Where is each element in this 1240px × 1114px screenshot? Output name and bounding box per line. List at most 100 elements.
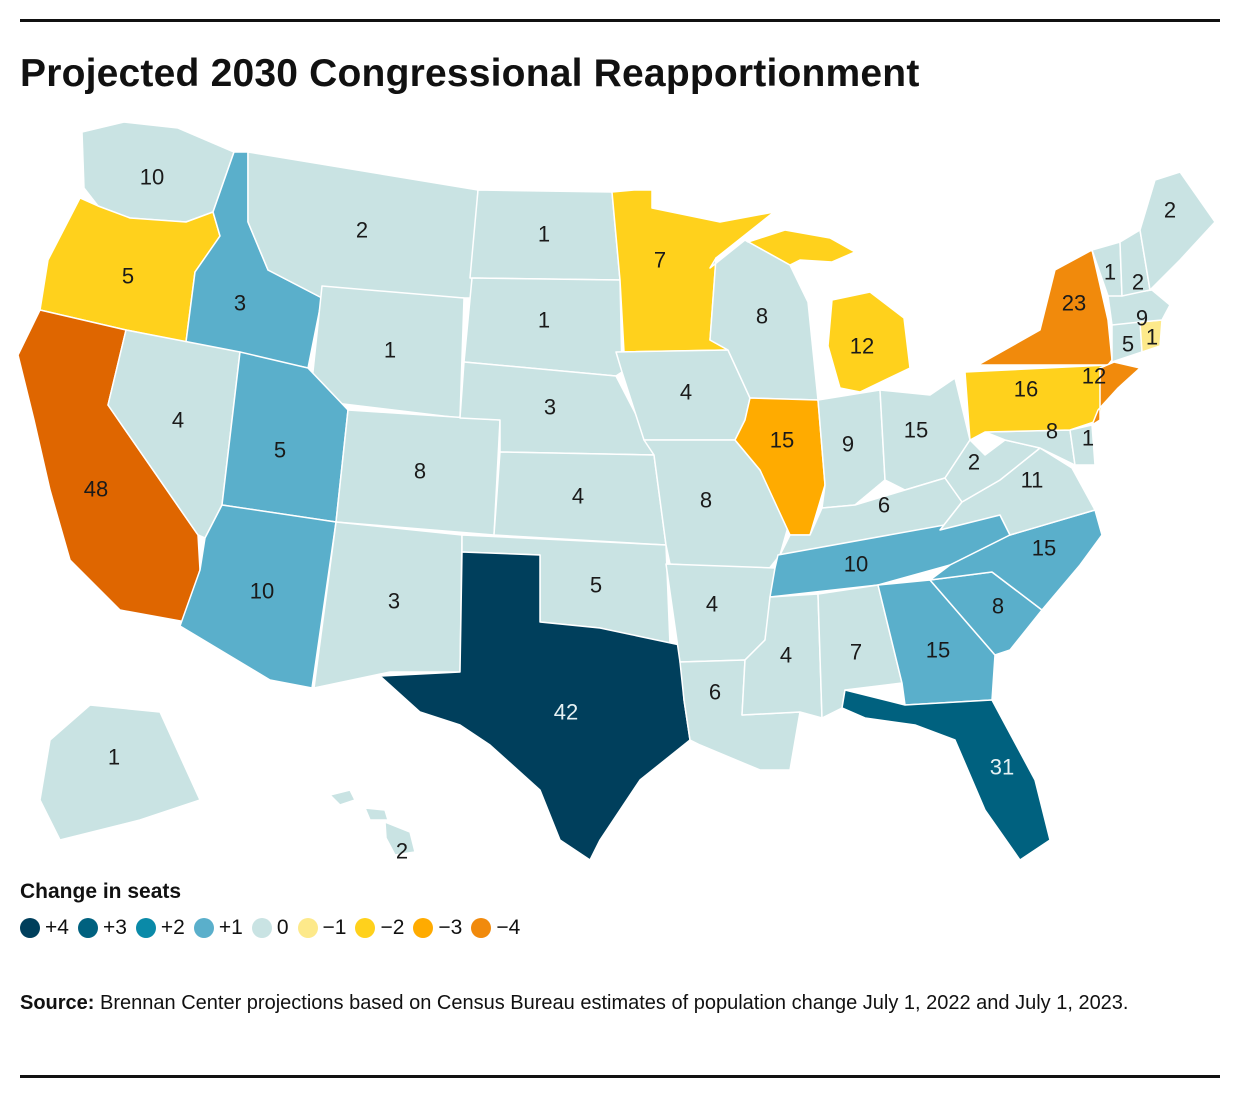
seat-label-nc: 15 <box>1032 536 1056 561</box>
seat-label-ct: 5 <box>1122 332 1134 357</box>
legend-item: +1 <box>193 916 243 940</box>
seat-label-or: 5 <box>122 264 134 289</box>
seat-label-tx: 42 <box>554 700 578 725</box>
legend-swatch <box>135 918 156 938</box>
seat-label-wa: 10 <box>140 165 164 190</box>
state-nj <box>1091 361 1141 426</box>
legend-label: −2 <box>380 916 405 939</box>
seat-label-ia: 4 <box>680 380 692 405</box>
seat-label-ri: 1 <box>1146 325 1158 350</box>
seat-label-wv: 2 <box>968 450 980 475</box>
seat-label-in: 9 <box>842 432 854 457</box>
seat-label-sc: 8 <box>992 594 1004 619</box>
state-ma <box>1107 289 1171 326</box>
legend-item: −4 <box>471 916 520 940</box>
seat-label-ny: 23 <box>1062 291 1086 316</box>
legend-swatch <box>297 918 318 938</box>
seat-label-nj: 12 <box>1082 364 1106 389</box>
state-nm <box>313 521 463 689</box>
legend-swatch <box>413 918 434 938</box>
seat-label-az: 10 <box>250 579 274 604</box>
seat-label-al: 7 <box>850 640 862 665</box>
seat-label-wy: 1 <box>384 338 396 363</box>
seat-label-mn: 7 <box>654 248 666 273</box>
seat-label-la: 6 <box>709 680 721 705</box>
seat-label-ak: 1 <box>108 745 120 770</box>
seat-label-id: 3 <box>234 291 246 316</box>
seat-label-ky: 6 <box>878 493 890 518</box>
legend-label: −1 <box>322 916 347 939</box>
legend: +4 +3 +2 +1 0 −1 −2 −3 −4 <box>20 916 529 940</box>
seat-label-nh: 2 <box>1132 270 1144 295</box>
seat-label-de: 1 <box>1082 426 1094 451</box>
seat-label-va: 11 <box>1021 468 1044 493</box>
legend-item: −3 <box>413 916 462 940</box>
legend-title: Change in seats <box>20 880 182 903</box>
legend-swatch <box>77 918 98 938</box>
legend-label: +4 <box>45 916 69 939</box>
state-mi <box>744 229 911 393</box>
seat-label-ne: 3 <box>544 395 556 420</box>
seat-label-nv: 4 <box>172 408 184 433</box>
state-me <box>1139 171 1216 291</box>
legend-item: +3 <box>77 916 127 940</box>
seat-label-oh: 15 <box>904 418 928 443</box>
state-ak <box>39 704 201 841</box>
legend-swatch <box>193 918 214 938</box>
seat-label-fl: 31 <box>990 755 1014 780</box>
seat-label-mi: 12 <box>850 334 874 359</box>
state-hi <box>329 789 416 856</box>
states-layer <box>17 121 1216 861</box>
legend-label: 0 <box>276 916 289 939</box>
seat-label-ar: 4 <box>706 592 718 617</box>
legend-label: −3 <box>438 916 463 939</box>
seat-label-ma: 9 <box>1136 306 1148 331</box>
source-label: Source: <box>20 992 95 1014</box>
source-note: Source: Brennan Center projections based… <box>20 988 1210 1019</box>
seat-label-nm: 3 <box>388 589 400 614</box>
legend-label: −4 <box>496 916 521 939</box>
seat-label-mt: 2 <box>356 218 368 243</box>
seat-label-ga: 15 <box>926 638 950 663</box>
seat-label-sd: 1 <box>538 308 550 333</box>
source-text: Brennan Center projections based on Cens… <box>100 992 1129 1014</box>
seat-label-hi: 2 <box>396 839 408 864</box>
state-mn <box>611 189 775 353</box>
legend-item: +4 <box>20 916 69 940</box>
top-rule <box>20 19 1220 22</box>
state-de <box>1069 424 1096 466</box>
seat-label-nd: 1 <box>538 222 550 247</box>
map-title: Projected 2030 Congressional Reapportion… <box>20 52 920 95</box>
seat-label-ut: 5 <box>274 438 286 463</box>
seat-label-il: 15 <box>770 428 794 453</box>
seat-label-vt: 1 <box>1104 260 1116 285</box>
seat-label-ks: 4 <box>572 484 584 509</box>
state-sd <box>463 277 623 377</box>
legend-label: +2 <box>160 916 185 939</box>
seat-label-ca: 48 <box>84 477 108 502</box>
legend-label: +1 <box>218 916 243 939</box>
seat-label-me: 2 <box>1164 198 1176 223</box>
seat-label-ms: 4 <box>780 643 792 668</box>
state-ny <box>977 249 1113 366</box>
seat-label-wi: 8 <box>756 304 768 329</box>
bottom-rule <box>20 1075 1220 1078</box>
legend-swatch <box>20 918 40 938</box>
legend-item: −2 <box>355 916 404 940</box>
legend-swatch <box>471 918 492 938</box>
seat-label-md: 8 <box>1046 419 1058 444</box>
seat-label-co: 8 <box>414 459 426 484</box>
legend-swatch <box>355 918 376 938</box>
seat-label-mo: 8 <box>700 488 712 513</box>
legend-item: +2 <box>135 916 185 940</box>
state-fl <box>841 689 1051 861</box>
seat-label-tn: 10 <box>844 552 868 577</box>
legend-swatch <box>251 918 272 938</box>
legend-label: +3 <box>102 916 127 939</box>
legend-item: 0 <box>251 916 289 940</box>
legend-item: −1 <box>297 916 347 940</box>
seat-label-ok: 5 <box>590 573 602 598</box>
seat-label-pa: 16 <box>1014 377 1038 402</box>
